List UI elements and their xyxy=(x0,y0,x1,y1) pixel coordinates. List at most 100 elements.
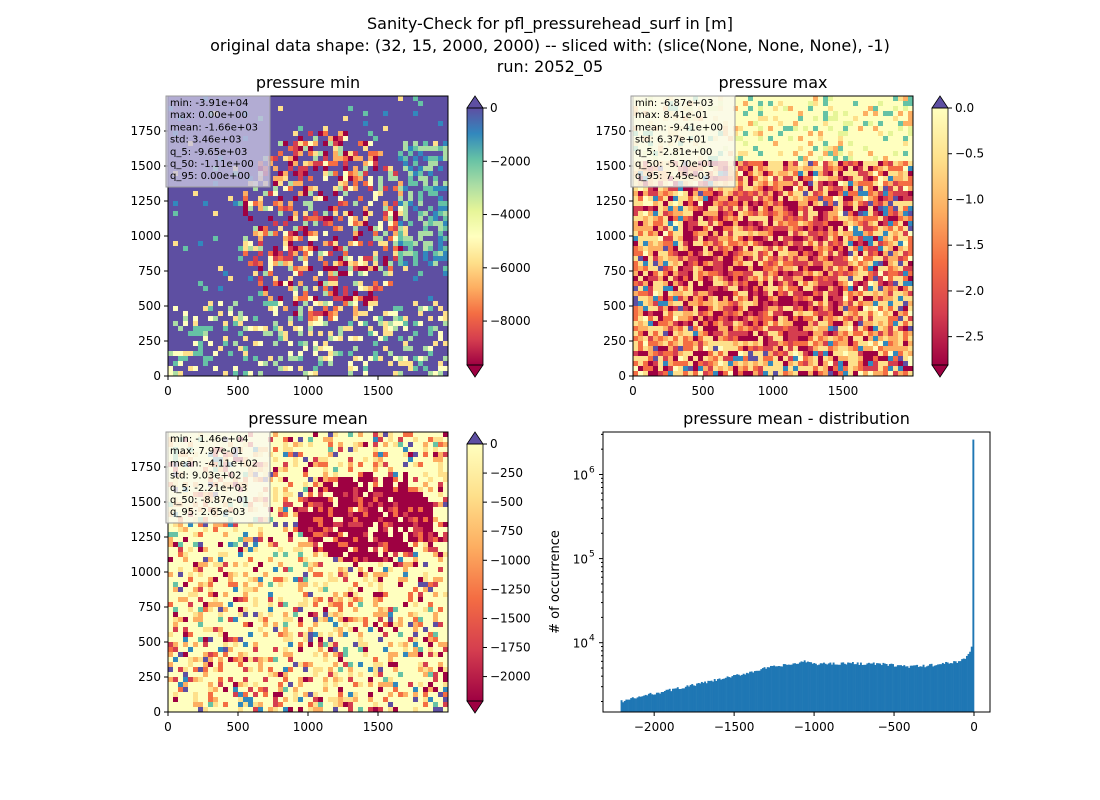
histogram-bar xyxy=(848,662,851,712)
histogram-bar xyxy=(757,670,760,712)
histogram-bar xyxy=(924,667,927,712)
histogram-bar xyxy=(965,655,968,712)
histogram-bar xyxy=(802,661,805,712)
histogram-bar xyxy=(895,666,898,712)
y-tick-label: 1750 xyxy=(595,124,626,138)
y-tick-label: 750 xyxy=(603,264,626,278)
histogram-bar xyxy=(763,667,766,712)
histogram-bar xyxy=(967,653,970,712)
y-tick-label: 500 xyxy=(138,299,161,313)
y-tick-label: 1500 xyxy=(595,159,626,173)
stats-line: q_50: -5.70e-01 xyxy=(635,159,714,170)
colorbar-tick-label: −1750 xyxy=(490,641,531,655)
histogram-bar xyxy=(673,688,676,712)
stats-line: q_50: -1.11e+00 xyxy=(170,159,254,170)
histogram-bar xyxy=(866,663,869,712)
y-tick-label: 10 xyxy=(573,553,588,567)
histogram-bar xyxy=(823,662,825,712)
histogram-bar xyxy=(943,663,946,712)
stats-line: max: 7.97e-01 xyxy=(170,446,243,457)
histogram-bar xyxy=(755,670,758,712)
histogram-bar xyxy=(639,696,642,712)
histogram-bar xyxy=(752,672,755,712)
stats-line: mean: -4.11e+02 xyxy=(170,458,258,469)
y-tick-label: 750 xyxy=(138,264,161,278)
stats-line: q_5: -2.81e+00 xyxy=(635,147,712,158)
histogram-bar xyxy=(768,667,771,712)
histogram-bar xyxy=(765,668,768,712)
colorbar-tick-label: −1.0 xyxy=(955,192,984,206)
histogram-bar xyxy=(654,694,657,712)
histogram-bar xyxy=(638,696,641,712)
y-tick-exponent: 6 xyxy=(589,465,595,475)
histogram-bar xyxy=(896,665,899,712)
x-tick-label: 500 xyxy=(227,720,250,734)
histogram-bar xyxy=(625,699,628,712)
histogram-bar xyxy=(811,663,814,712)
histogram-bar xyxy=(749,671,752,712)
histogram-bar xyxy=(805,662,808,712)
histogram-bar xyxy=(824,663,827,712)
colorbar-tick-label: −250 xyxy=(490,466,523,480)
y-tick-label: 1500 xyxy=(130,159,161,173)
colorbar-tick-label: 0.0 xyxy=(955,101,974,115)
histogram-bar xyxy=(829,662,832,712)
histogram-bar xyxy=(800,661,803,712)
x-tick-label: −2000 xyxy=(634,720,675,734)
y-tick-label: 10 xyxy=(573,637,588,651)
histogram-bar xyxy=(951,663,954,712)
stats-line: q_50: -8.87e-01 xyxy=(170,495,249,506)
histogram-bar xyxy=(686,685,689,712)
histogram-bar xyxy=(718,678,721,712)
histogram-bar xyxy=(946,662,949,712)
y-tick-label: 0 xyxy=(153,705,161,719)
y-tick-label: 1000 xyxy=(130,565,161,579)
histogram-bar xyxy=(961,659,964,712)
histogram-bar xyxy=(758,670,761,712)
colorbar-frame xyxy=(931,107,949,366)
colorbar-frame xyxy=(466,443,484,702)
histogram-bar xyxy=(900,665,903,712)
histogram-bar xyxy=(813,663,816,712)
colorbar-extend-bottom xyxy=(466,364,484,378)
histogram-bar xyxy=(747,673,750,712)
histogram-bar xyxy=(877,663,880,712)
y-tick-label: 250 xyxy=(138,670,161,684)
histogram-bar xyxy=(867,662,870,712)
histogram-bar xyxy=(882,662,885,712)
histogram-bar xyxy=(853,664,856,712)
stats-box-background xyxy=(165,95,271,188)
histogram-bar xyxy=(699,683,702,712)
histogram-bar xyxy=(715,680,718,712)
figure-title-line-1: Sanity-Check for pfl_pressurehead_surf i… xyxy=(367,14,733,34)
histogram-bar xyxy=(665,689,668,712)
histogram-bar xyxy=(932,666,935,712)
y-tick-label: 250 xyxy=(603,334,626,348)
histogram-bar xyxy=(670,691,673,712)
histogram-bar xyxy=(814,663,817,712)
histogram-bar xyxy=(845,664,848,712)
colorbar-tick-label: −2.0 xyxy=(955,284,984,298)
histogram-bar xyxy=(922,664,925,712)
histogram-bar xyxy=(864,664,867,712)
y-tick-label: 500 xyxy=(603,299,626,313)
histogram-bar xyxy=(646,695,649,712)
stats-line: std: 3.46e+03 xyxy=(170,135,242,146)
y-tick-label: 1750 xyxy=(130,460,161,474)
histogram-bar xyxy=(644,694,647,712)
colorbar-tick-label: −0.5 xyxy=(955,147,984,161)
histogram-bar xyxy=(890,663,893,712)
stats-line: q_5: -9.65e+03 xyxy=(170,147,247,158)
histogram-bar xyxy=(863,664,866,712)
y-tick-label: 500 xyxy=(138,635,161,649)
histogram-bar xyxy=(681,688,684,712)
x-tick-label: −1000 xyxy=(794,720,835,734)
y-tick-label: 1500 xyxy=(130,495,161,509)
histogram-bar xyxy=(941,662,944,712)
histogram-bar xyxy=(778,665,780,712)
histogram-bar xyxy=(631,697,634,712)
y-tick-label: 1250 xyxy=(595,194,626,208)
histogram-bar xyxy=(914,665,917,712)
